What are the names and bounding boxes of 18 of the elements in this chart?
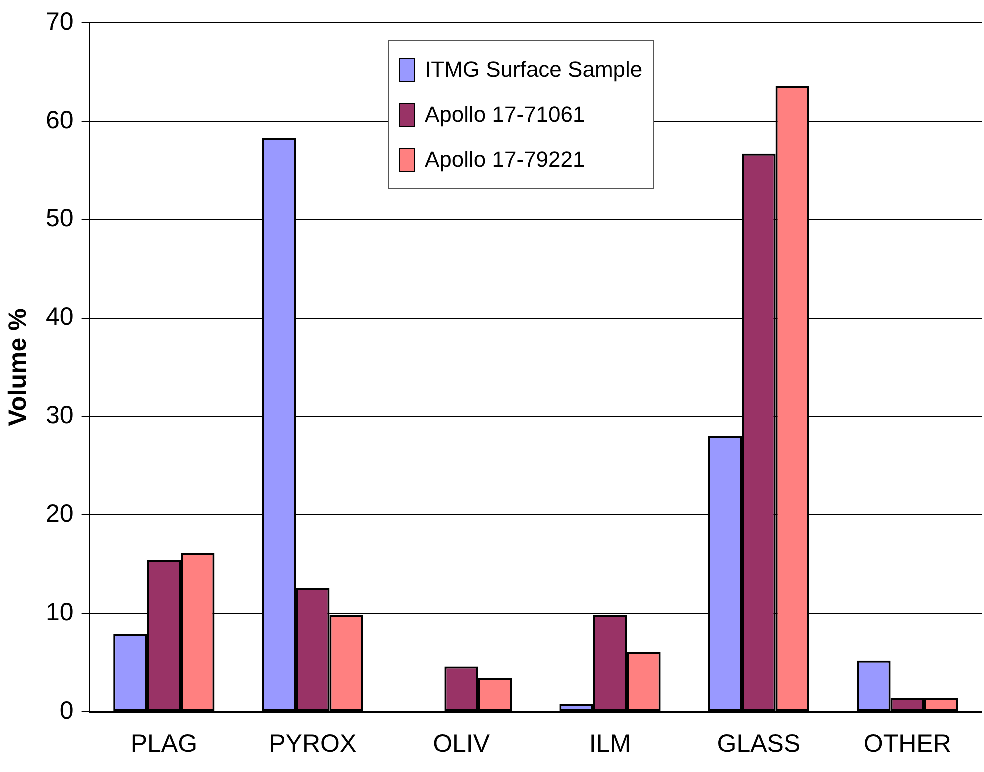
x-tick-label: PLAG xyxy=(130,730,198,758)
x-tick-label: ILM xyxy=(589,730,632,758)
y-axis-title: Volume % xyxy=(4,308,32,426)
y-tick-label: 60 xyxy=(46,106,74,134)
y-tick-label: 50 xyxy=(46,204,74,233)
y-tick-label: 40 xyxy=(46,303,74,332)
y-tick-label: 10 xyxy=(46,598,74,626)
y-tick-label: 30 xyxy=(46,402,74,430)
x-tick-label: PYROX xyxy=(269,730,357,758)
legend-label: Apollo 17-71061 xyxy=(424,100,586,129)
legend-label: ITMG Surface Sample xyxy=(424,56,643,84)
x-tick-label: GLASS xyxy=(717,730,801,758)
y-tick-label: 0 xyxy=(60,696,74,725)
y-tick-label: 20 xyxy=(46,500,74,528)
x-tick-label: OTHER xyxy=(864,730,952,758)
y-tick-label: 70 xyxy=(46,8,74,36)
legend-label: Apollo 17-79221 xyxy=(424,146,586,174)
x-tick-label: OLIV xyxy=(433,730,490,758)
